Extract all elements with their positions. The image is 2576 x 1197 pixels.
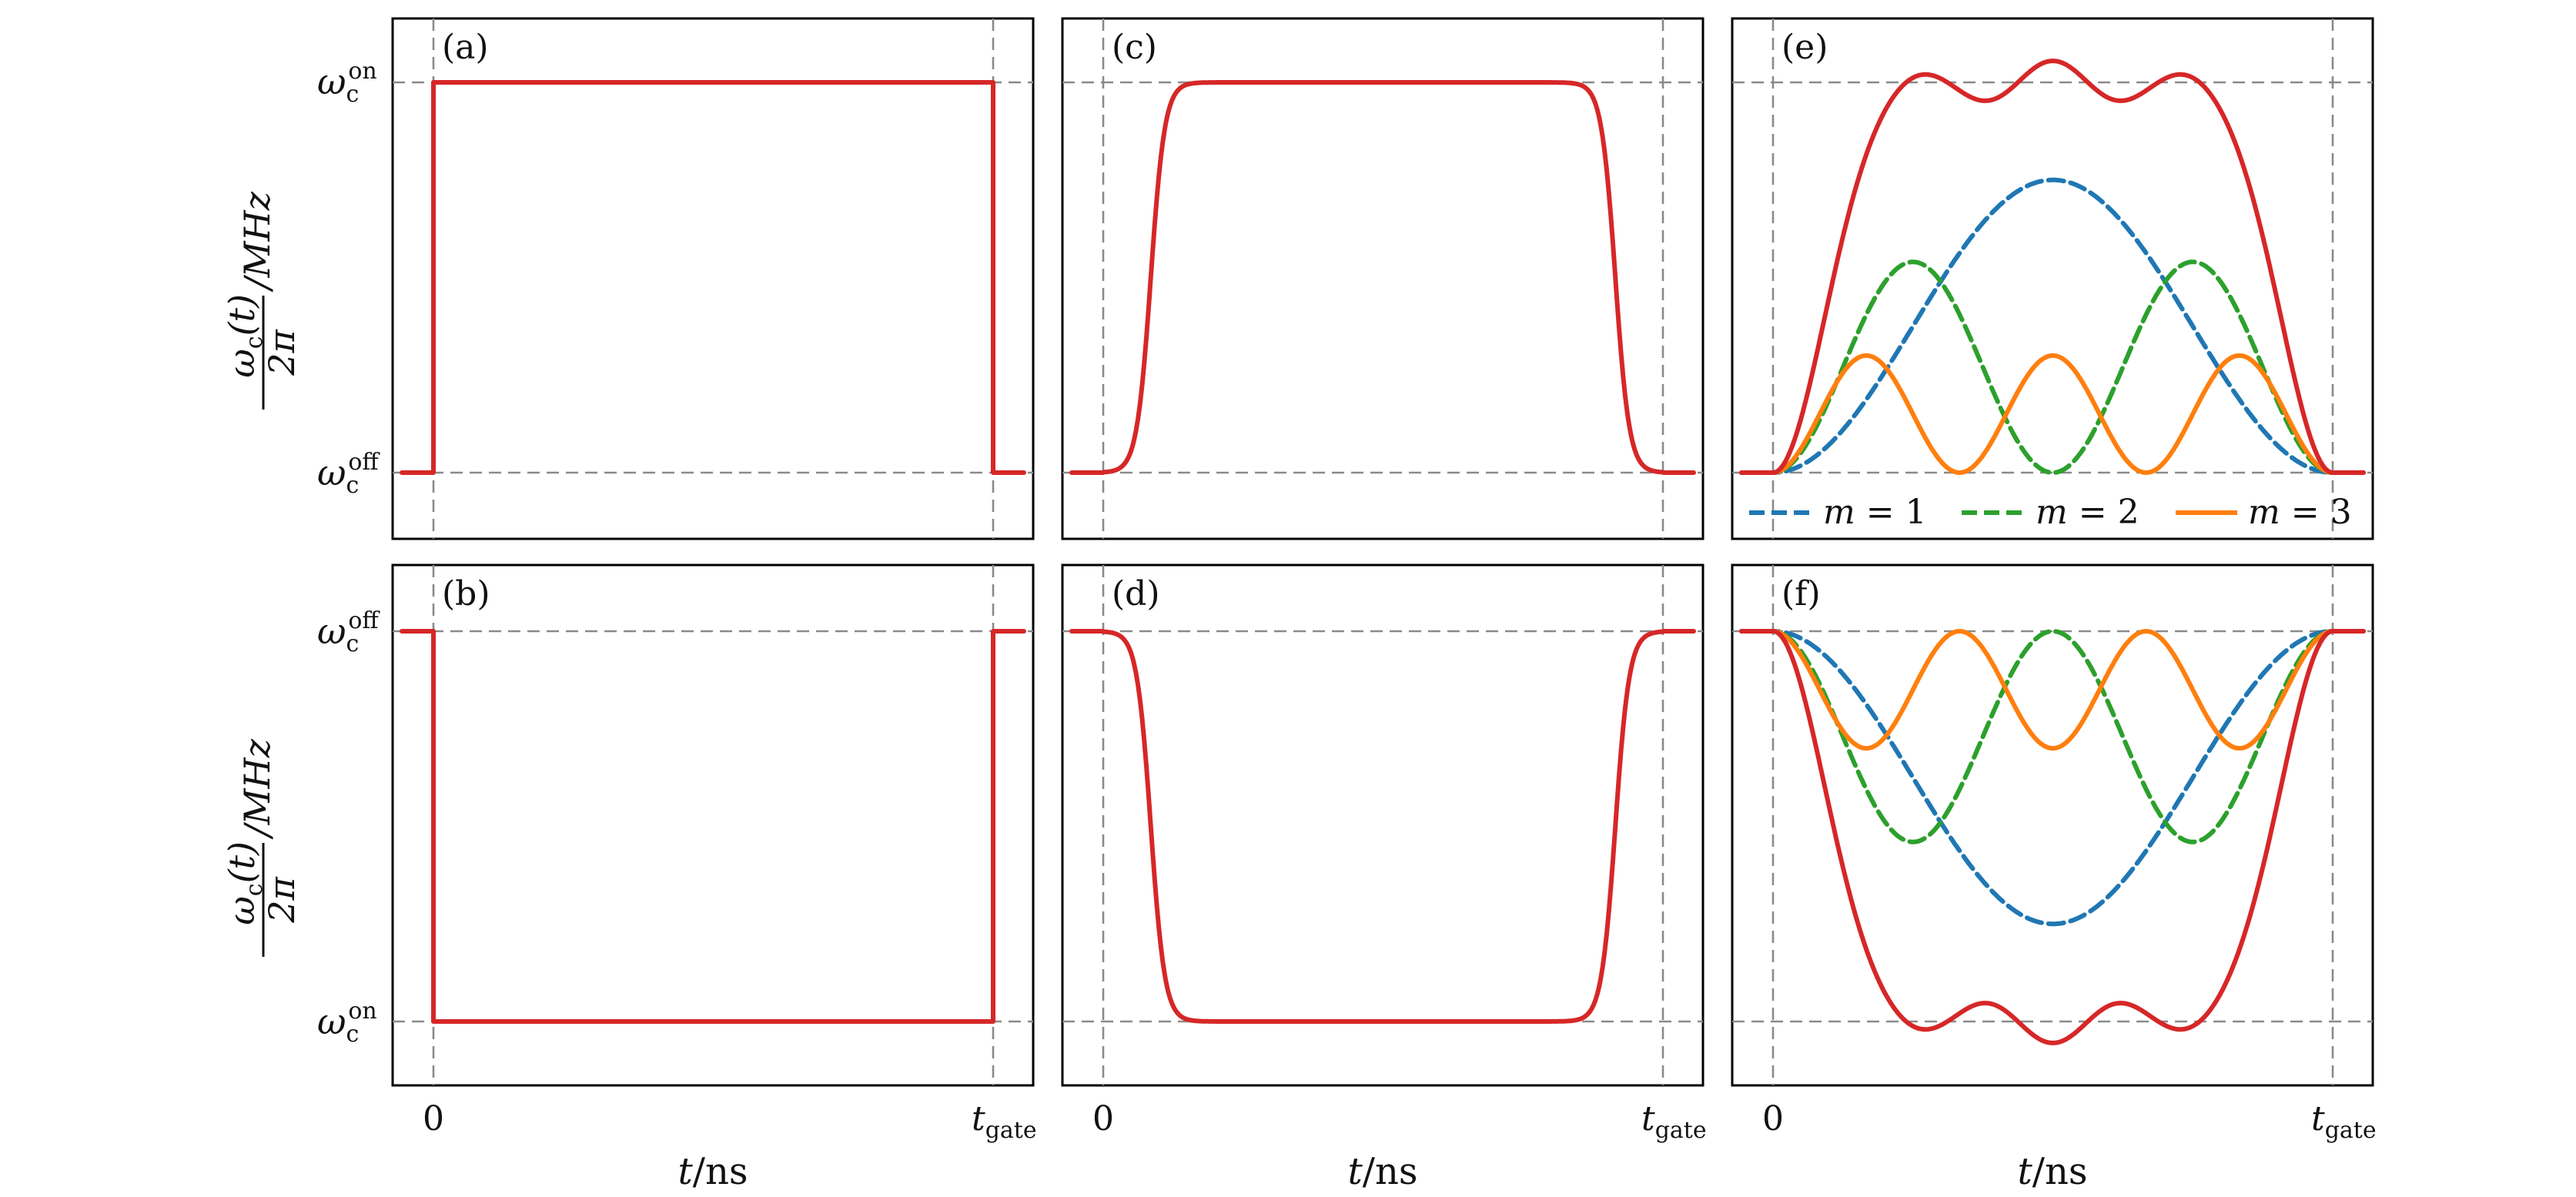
harmonic-m3-curve-e bbox=[1739, 353, 2366, 475]
harmonic-m2-curve-f bbox=[1739, 629, 2366, 844]
xtick-zero-right: 0 bbox=[1762, 1099, 1784, 1138]
xlabel-left: t/ns bbox=[677, 1150, 748, 1193]
pulse-curve-f bbox=[1739, 629, 2366, 1045]
pulse-curve-c bbox=[1069, 80, 1696, 475]
legend-m1-label: m = 1 bbox=[1823, 493, 1927, 532]
svg-text:2π: 2π bbox=[261, 876, 303, 923]
pulse-curve-e bbox=[1739, 59, 2366, 475]
panel-e-frame bbox=[1731, 17, 2374, 540]
harmonic-m1-curve-f bbox=[1739, 629, 2366, 927]
xtick-zero-middle: 0 bbox=[1092, 1099, 1114, 1138]
harmonic-m1-curve-e bbox=[1739, 177, 2366, 475]
ytick-bottom-row-off: ωcoff bbox=[317, 607, 380, 657]
pulse-curve-a bbox=[400, 80, 1026, 475]
panel-label-e: (e) bbox=[1781, 28, 1828, 67]
panel-f-frame bbox=[1731, 563, 2374, 1087]
panel-c-frame bbox=[1061, 17, 1705, 540]
panel-b-frame bbox=[391, 563, 1035, 1087]
panel-label-c: (c) bbox=[1112, 28, 1157, 67]
panel-label-a: (a) bbox=[442, 28, 489, 67]
ytick-bottom-row-on: ωcon bbox=[317, 998, 377, 1048]
xlabel-right: t/ns bbox=[2017, 1150, 2087, 1193]
ytick-top-row-off: ωcoff bbox=[317, 449, 380, 499]
panel-a-frame bbox=[391, 17, 1035, 540]
legend-m2-label: m = 2 bbox=[2036, 493, 2139, 532]
ylabel-bottom: ωc(t) 2π /MHz bbox=[221, 738, 303, 957]
pulse-curve-b bbox=[400, 629, 1026, 1024]
xlabel-middle: t/ns bbox=[1347, 1150, 1417, 1193]
guide-lines bbox=[393, 18, 2373, 1085]
xtick-gate-right: tgate bbox=[2311, 1099, 2377, 1144]
xtick-zero-left: 0 bbox=[423, 1099, 444, 1138]
xtick-gate-left: tgate bbox=[972, 1099, 1037, 1144]
panel-d-frame bbox=[1061, 563, 1705, 1087]
legend-m3-label: m = 3 bbox=[2248, 493, 2352, 532]
ylabel-top: ωc(t) 2π /MHz bbox=[221, 191, 303, 410]
curves bbox=[400, 59, 2366, 1045]
panel-label-b: (b) bbox=[442, 574, 490, 614]
pulse-curve-d bbox=[1069, 629, 1696, 1024]
svg-text:2π: 2π bbox=[261, 329, 303, 376]
panel-label-d: (d) bbox=[1112, 574, 1160, 614]
legend: m = 1 m = 2 m = 3 bbox=[1749, 493, 2352, 532]
svg-text:ωc(t): ωc(t) bbox=[221, 294, 268, 378]
harmonic-m2-curve-e bbox=[1739, 259, 2366, 475]
svg-text:/MHz: /MHz bbox=[236, 191, 278, 293]
harmonic-m3-curve-f bbox=[1739, 629, 2366, 751]
panel-label-f: (f) bbox=[1781, 574, 1821, 614]
xtick-gate-middle: tgate bbox=[1641, 1099, 1707, 1144]
svg-text:/MHz: /MHz bbox=[236, 738, 278, 840]
svg-text:ωc(t): ωc(t) bbox=[221, 841, 268, 925]
ytick-top-row-on: ωcon bbox=[317, 58, 377, 108]
